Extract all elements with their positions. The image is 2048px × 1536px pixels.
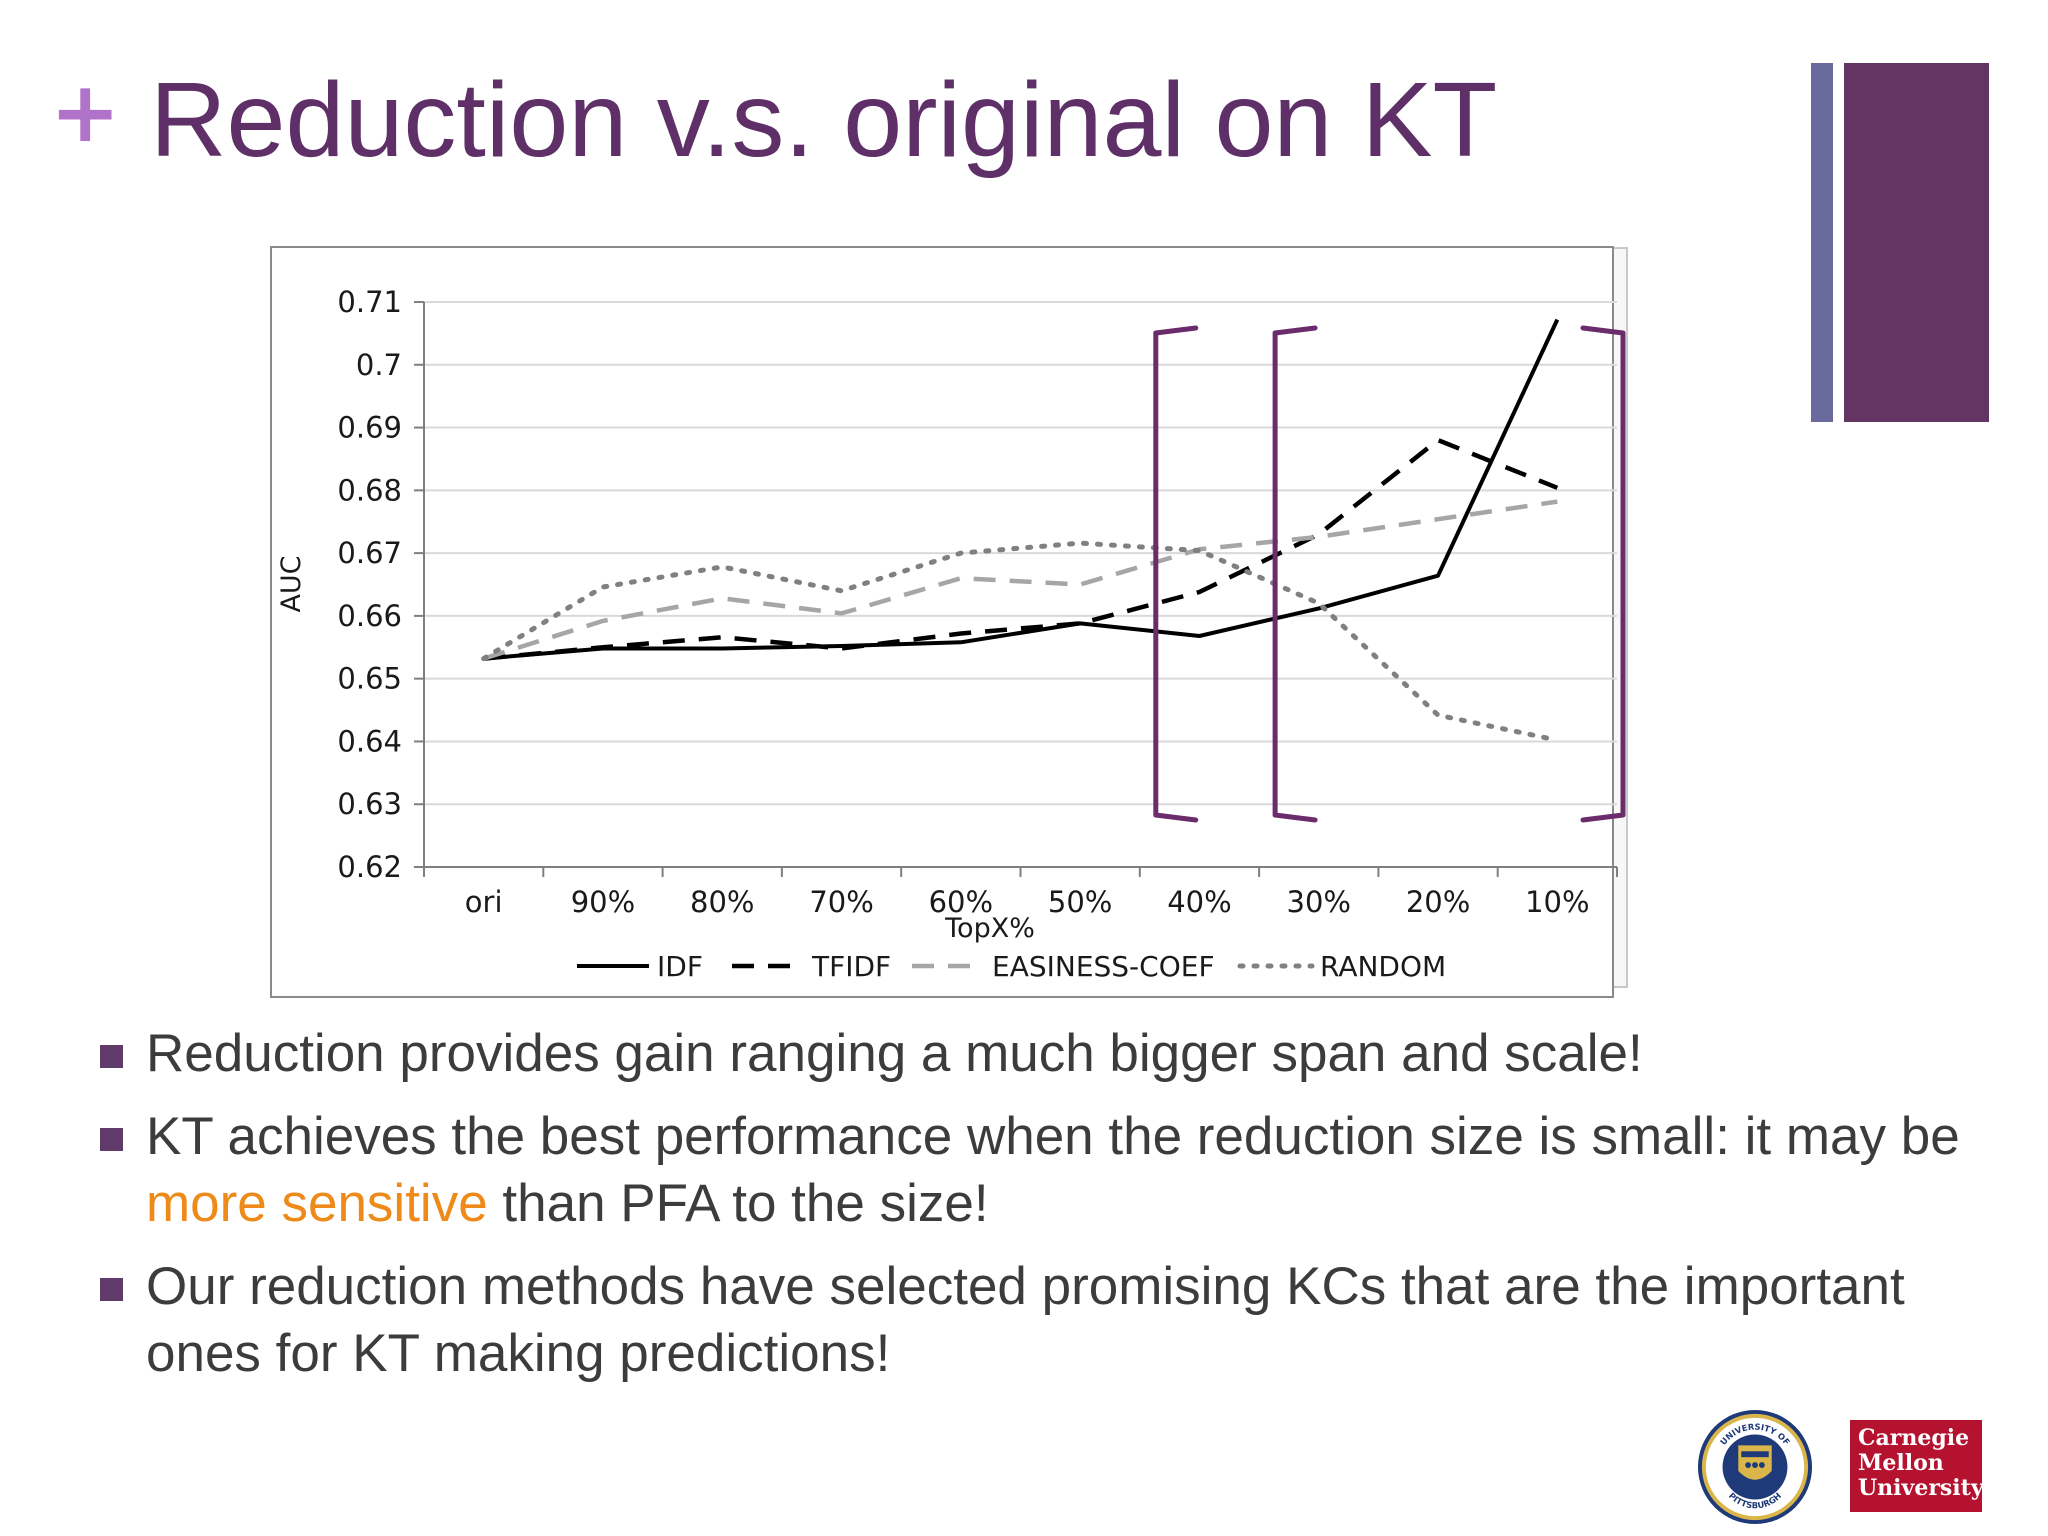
x-tick-labels: ori 90% 80% 70% 60% 50% 40% 30% 20% 10%	[465, 885, 1590, 919]
bullet-text: Our reduction methods have selected prom…	[146, 1257, 1905, 1383]
x-axis-title: TopX%	[944, 913, 1035, 944]
bullet-list: Reduction provides gain ranging a much b…	[100, 1020, 2000, 1403]
y-tick-label: 0.63	[337, 787, 402, 821]
legend-label: IDF	[657, 950, 703, 983]
y-tick-label: 0.66	[337, 599, 402, 633]
chart-frame	[270, 246, 1614, 998]
bracket-annotation	[1272, 325, 1318, 823]
y-tick-label: 0.67	[337, 536, 402, 570]
bullet-square-icon	[100, 1045, 123, 1068]
x-tick-label: 90%	[571, 885, 635, 919]
annotation-brackets	[1153, 325, 1626, 823]
x-tick-label: 40%	[1167, 885, 1231, 919]
cmu-logo: Carnegie Mellon University	[1850, 1420, 1984, 1512]
legend-label: EASINESS-COEF	[992, 950, 1215, 983]
cmu-logo-line: Carnegie	[1858, 1425, 1970, 1451]
bullet-text: KT achieves the best performance when th…	[146, 1107, 1960, 1166]
y-tick-label: 0.71	[337, 285, 402, 319]
bullet-item-2: KT achieves the best performance when th…	[100, 1103, 2000, 1237]
bullet-text: than PFA to the size!	[487, 1174, 989, 1233]
bracket-annotation	[1153, 325, 1199, 823]
title-plus-icon: +	[50, 63, 121, 161]
legend-label: RANDOM	[1320, 950, 1446, 983]
accent-bar-thin	[1811, 63, 1833, 422]
pitt-seal-logo: UNIVERSITY OF PITTSBURGH	[1697, 1409, 1813, 1525]
y-tick-label: 0.7	[356, 348, 402, 382]
y-tick-label: 0.65	[337, 662, 402, 696]
chart-axes	[414, 301, 1618, 877]
highlighted-text: more sensitive	[146, 1174, 488, 1233]
bullet-text: Reduction provides gain ranging a much b…	[146, 1024, 1643, 1083]
x-tick-label: 60%	[929, 885, 993, 919]
series-lines	[481, 318, 1560, 743]
slide-title: Reduction v.s. original on KT	[150, 61, 1498, 179]
y-tick-label: 0.69	[337, 411, 402, 445]
y-tick-label: 0.62	[337, 850, 402, 884]
bracket-annotation	[1580, 325, 1626, 823]
cmu-logo-line: Mellon	[1858, 1450, 1944, 1476]
x-tick-label: 30%	[1287, 885, 1351, 919]
x-tick-label: 80%	[690, 885, 754, 919]
legend-label: TFIDF	[811, 950, 891, 983]
bullet-square-icon	[100, 1278, 123, 1301]
cmu-logo-line: University	[1858, 1475, 1984, 1501]
chart-legend: IDF TFIDF EASINESS-COEF RANDOM	[577, 950, 1446, 983]
accent-bar-wide	[1844, 63, 1989, 422]
bullet-square-icon	[100, 1128, 123, 1151]
series-line-idf	[483, 318, 1560, 661]
x-tick-label: 70%	[809, 885, 873, 919]
series-line-random	[481, 540, 1560, 743]
x-tick-label: 10%	[1525, 885, 1589, 919]
x-tick-label: ori	[465, 885, 503, 919]
y-tick-label: 0.68	[337, 473, 402, 507]
y-tick-labels: 0.71 0.7 0.69 0.68 0.67 0.66 0.65 0.64 0.63 0.62	[337, 285, 402, 884]
x-tick-label: 20%	[1406, 885, 1470, 919]
grid-lines	[424, 301, 1617, 806]
series-line-tfidf	[483, 437, 1559, 661]
x-tick-label: 50%	[1048, 885, 1112, 919]
bullet-item-1: Reduction provides gain ranging a much b…	[100, 1020, 2000, 1087]
series-line-easiness-coef	[482, 499, 1558, 661]
y-axis-title: AUC	[276, 555, 307, 612]
y-tick-label: 0.64	[337, 724, 402, 758]
bullet-item-3: Our reduction methods have selected prom…	[100, 1253, 2000, 1387]
